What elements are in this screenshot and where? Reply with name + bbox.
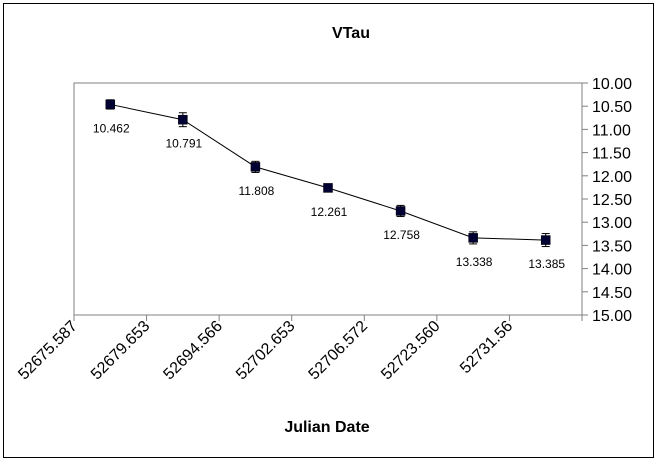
data-point (395, 206, 406, 216)
data-point (178, 114, 188, 125)
data-point (540, 235, 551, 245)
x-tick-label: 52723.560 (378, 318, 444, 384)
data-point (468, 233, 478, 243)
data-label: 12.758 (383, 228, 420, 242)
y-tick-label: 11.50 (592, 146, 631, 163)
y-tick-label: 14.50 (592, 285, 632, 302)
data-point (250, 162, 261, 172)
y-tick-label: 12.00 (592, 169, 632, 186)
data-point (323, 183, 333, 193)
y-tick-label: 15.00 (592, 308, 632, 325)
series-line: 10.462 10.791 11.808 12.261 12.758 13.338 13.3… (93, 99, 565, 271)
chart-title: VTau (332, 25, 370, 42)
plot-area (73, 82, 583, 316)
x-axis-label: Julian Date (284, 419, 369, 436)
x-tick-label: 52702.653 (233, 318, 299, 384)
x-tick-label: 52679.653 (88, 318, 154, 384)
data-label: 10.462 (93, 121, 130, 135)
x-tick-label: 52675.587 (15, 318, 81, 384)
y-tick-label: 14.00 (592, 262, 632, 279)
y-tick-label: 12.50 (592, 192, 632, 209)
y-tick-label: 13.00 (592, 215, 632, 232)
data-label: 11.808 (239, 184, 275, 198)
data-label: 10.791 (166, 137, 203, 151)
x-tick-label: 52694.566 (160, 318, 226, 384)
y-tick-label: 11.00 (592, 122, 631, 139)
data-label: 12.261 (311, 205, 348, 219)
y-tick-label: 10.00 (592, 76, 632, 93)
data-point (105, 99, 116, 110)
x-tick-label: 52731.56 (457, 318, 516, 377)
x-tick-label: 52706.572 (306, 318, 372, 384)
y-tick-label: 13.50 (592, 238, 632, 255)
data-label: 13.338 (456, 255, 493, 269)
data-label: 13.385 (528, 257, 565, 271)
x-axis: 52675.587 52679.653 52694.566 52702.653 5270… (15, 315, 583, 384)
y-tick-label: 10.50 (592, 99, 632, 116)
y-axis: 10.00 10.50 11.00 11.50 12.00 12.50 13.00 13.50… (582, 76, 632, 325)
